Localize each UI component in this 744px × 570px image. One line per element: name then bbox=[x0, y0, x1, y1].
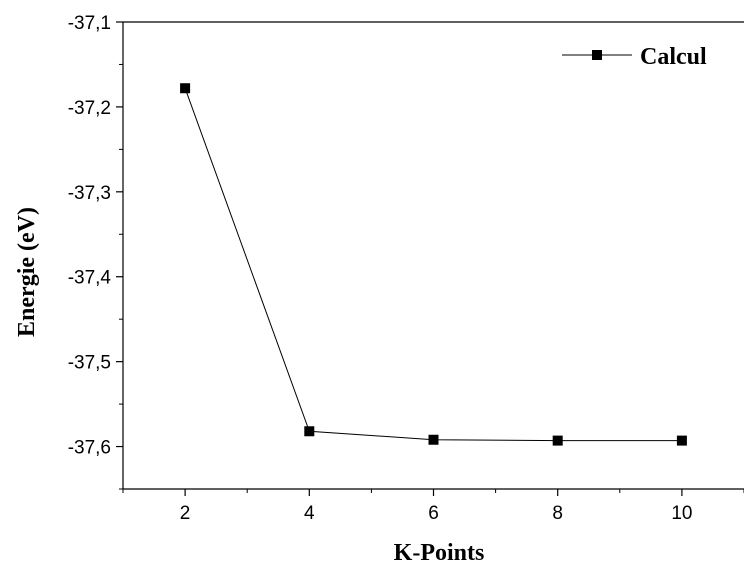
legend-label-calcul: Calcul bbox=[640, 44, 707, 70]
x-tick-label: 4 bbox=[304, 503, 315, 524]
y-tick-label: -37,1 bbox=[68, 13, 111, 34]
data-point bbox=[552, 435, 563, 446]
legend: Calcul bbox=[562, 44, 707, 70]
x-tick-label: 8 bbox=[552, 503, 563, 524]
y-tick-label: -37,3 bbox=[68, 183, 111, 204]
data-point bbox=[428, 434, 439, 445]
ticks: -37,1 -37,2 -37,3 -37,4 -37,5 -37,6 2 4 6 8 10 bbox=[68, 13, 744, 524]
series-line bbox=[184, 88, 682, 442]
x-axis-title: K-Points bbox=[394, 540, 485, 566]
y-tick-label: -37,5 bbox=[68, 353, 111, 374]
x-tick-label: 10 bbox=[671, 503, 692, 524]
y-tick-label: -37,2 bbox=[68, 98, 111, 119]
y-tick-label: -37,4 bbox=[68, 268, 112, 289]
x-tick-label: 6 bbox=[428, 503, 439, 524]
data-point bbox=[304, 426, 315, 437]
data-point bbox=[676, 435, 687, 446]
series-layer bbox=[180, 83, 687, 446]
axes bbox=[122, 21, 744, 490]
data-point bbox=[180, 83, 191, 94]
legend-marker bbox=[592, 50, 602, 60]
x-tick-label: 2 bbox=[180, 503, 191, 524]
y-axis-title: Energie (eV) bbox=[14, 207, 40, 337]
y-tick-label: -37,6 bbox=[68, 438, 111, 459]
